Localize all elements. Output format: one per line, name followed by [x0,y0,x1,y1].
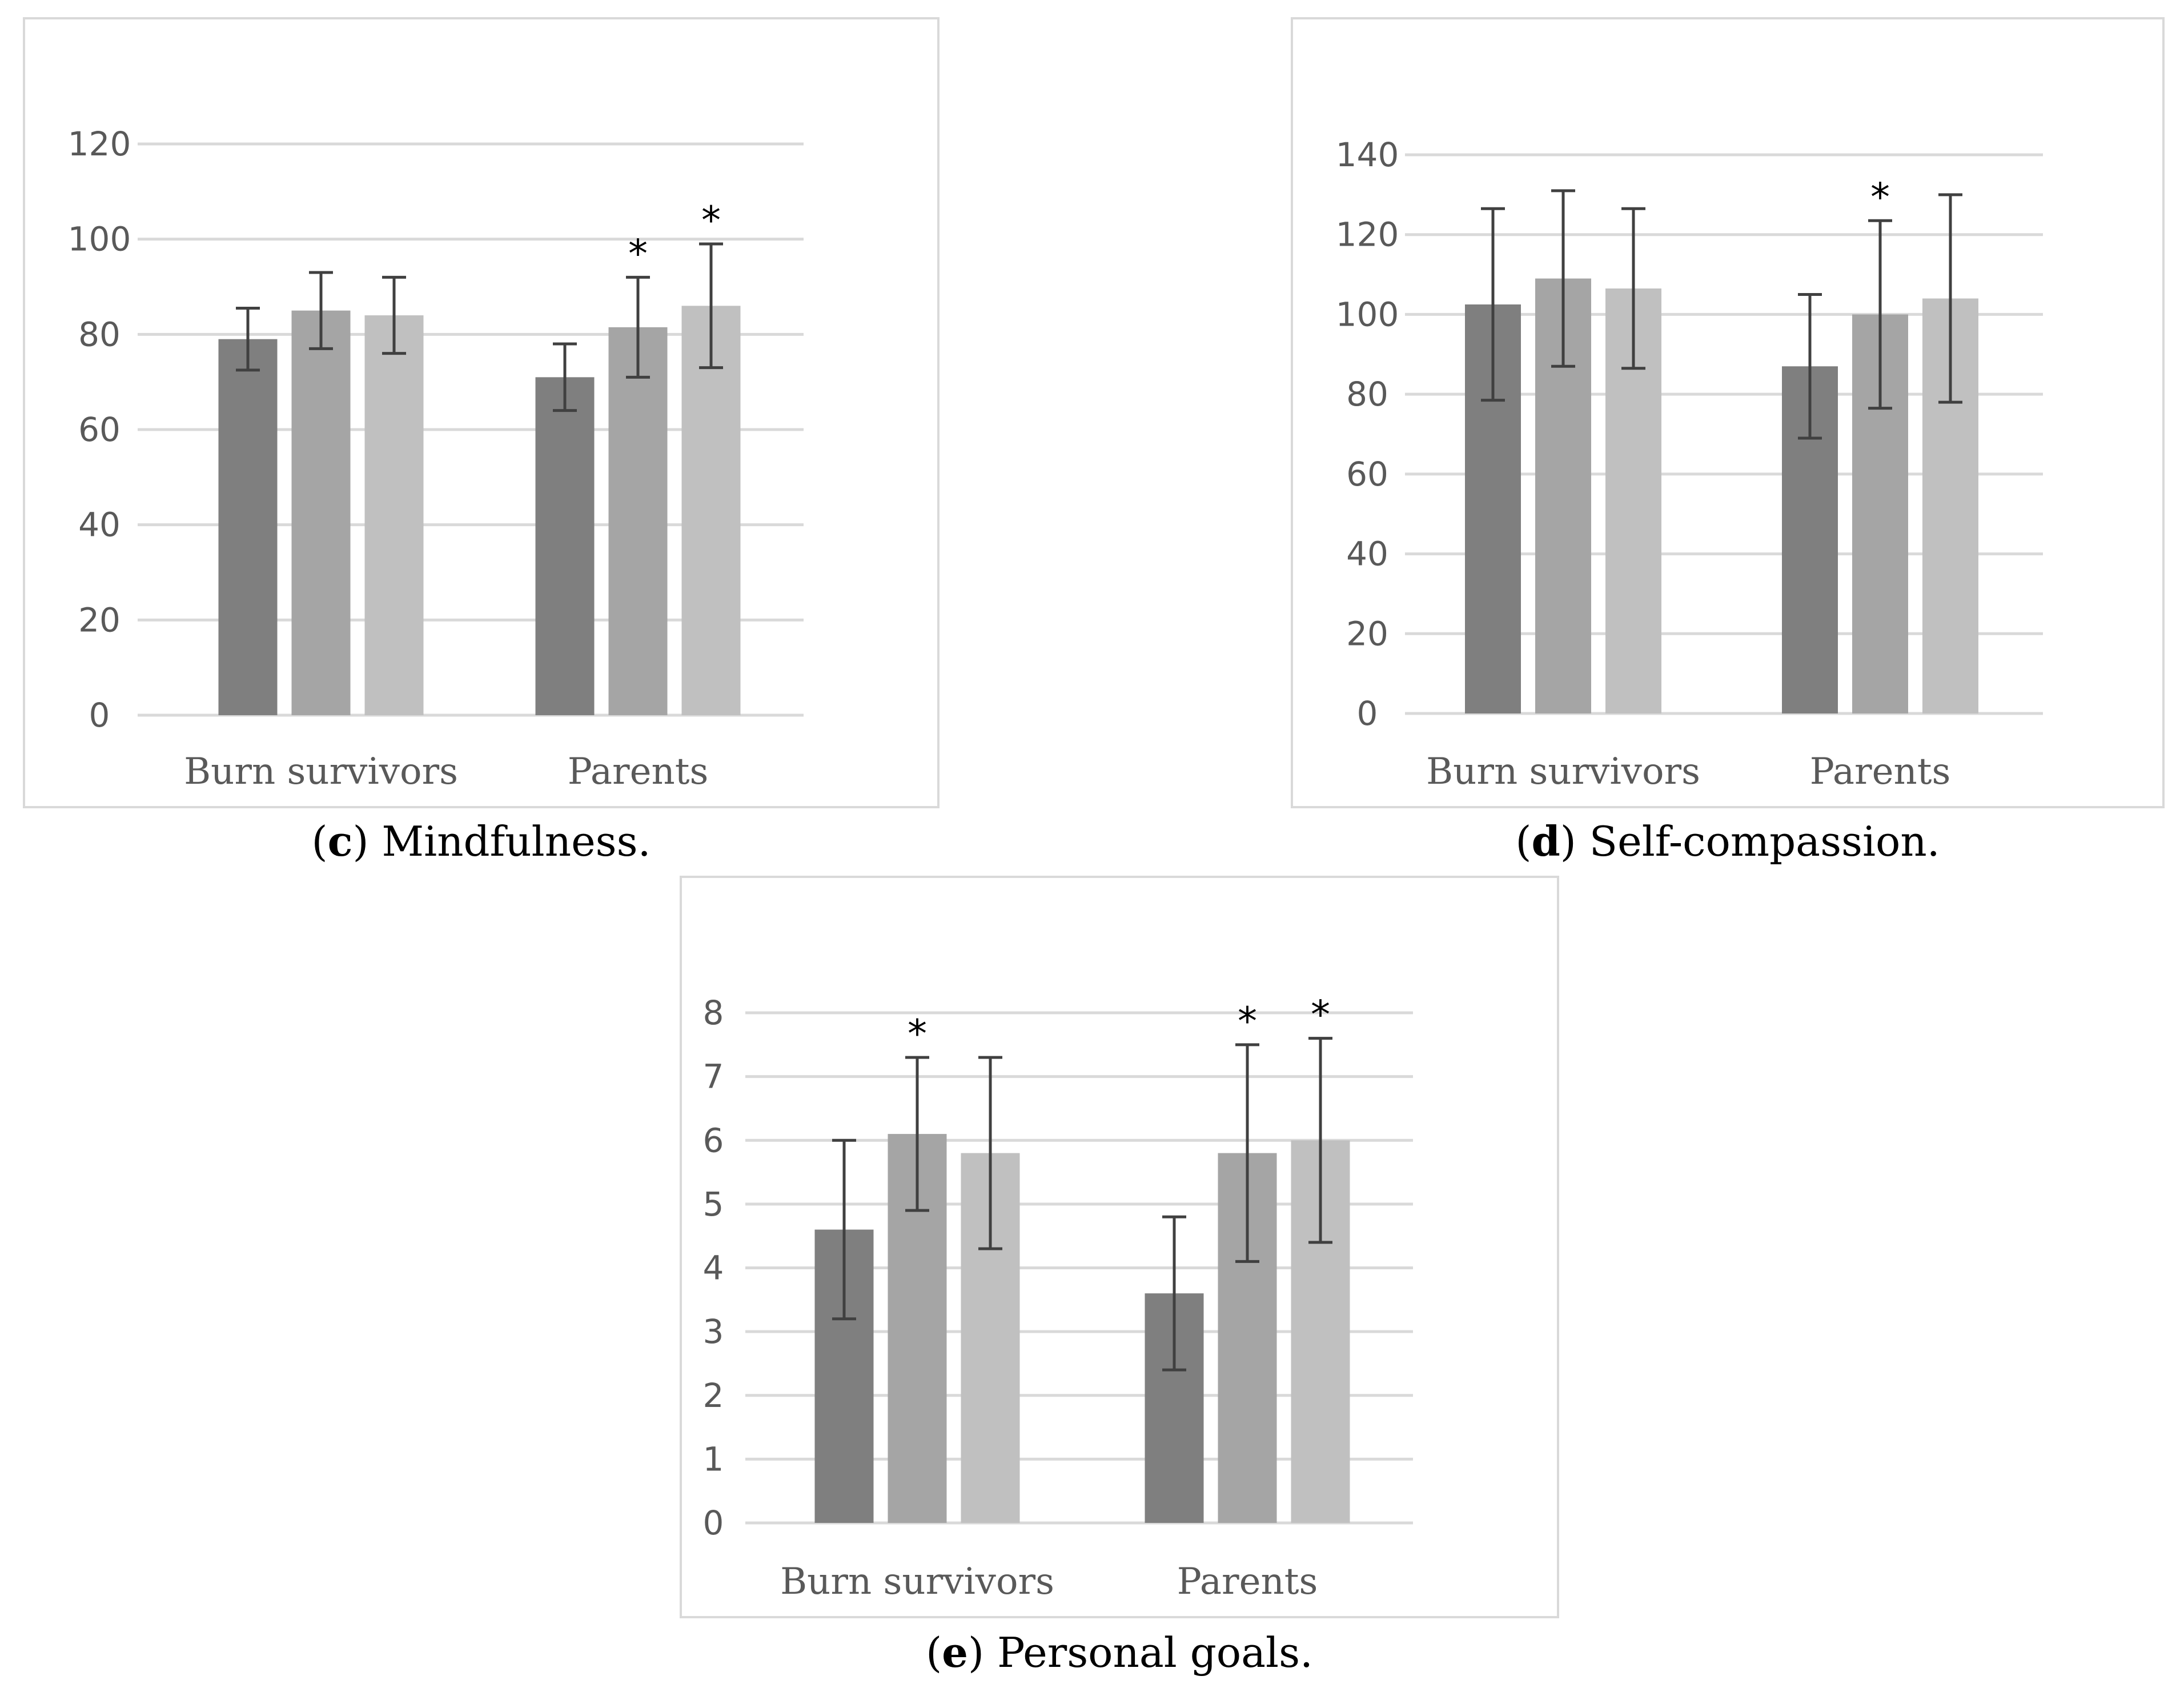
significance-star: * [701,198,721,243]
significance-star: * [908,1012,927,1057]
y-tick-label: 100 [68,220,131,259]
category-label: Burn survivors [184,751,458,793]
y-tick-label: 60 [1346,455,1388,494]
bar [608,327,668,715]
y-tick-label: 0 [1357,694,1378,733]
y-tick-label: 8 [703,993,724,1032]
bar [535,377,595,715]
y-tick-label: 4 [703,1249,724,1288]
y-tick-label: 40 [1346,535,1388,574]
y-tick-label: 1 [703,1440,724,1478]
category-label: Burn survivors [780,1561,1054,1603]
caption-text-d: Self-compassion. [1576,817,1940,865]
y-tick-label: 0 [89,696,110,735]
significance-star: * [1870,175,1890,220]
significance-star: * [1238,999,1257,1044]
bar [681,306,741,715]
category-label: Parents [1177,1561,1318,1603]
y-tick-label: 2 [703,1376,724,1415]
y-tick-label: 20 [1346,614,1388,653]
category-label: Parents [568,751,709,793]
y-tick-label: 40 [78,506,121,544]
y-tick-label: 7 [703,1057,724,1096]
chart-mindfulness: 0 20 40 60 80 100 120 Burn survivors * * Parents [68,125,804,793]
bar [364,315,424,715]
y-tick-label: 6 [703,1121,724,1160]
y-tick-label: 20 [78,600,121,639]
caption-text-e: Personal goals. [984,1629,1313,1677]
bar [218,339,278,715]
y-tick-label: 80 [78,315,121,354]
y-tick-label: 0 [703,1503,724,1542]
caption-letter-e: e [942,1628,968,1677]
chart-panel-self-compassion: 0 20 40 60 80 100 120 140 Burn survivors * Parents [1291,17,2165,808]
caption-letter-d: d [1531,817,1560,865]
y-tick-label: 60 [78,410,121,449]
y-tick-label: 120 [1336,215,1399,254]
significance-star: * [1311,993,1330,1038]
chart-self-compassion: 0 20 40 60 80 100 120 140 Burn survivors * Parents [1336,135,2043,793]
caption-personal-goals: (e) Personal goals. [926,1628,1313,1677]
caption-text-c: Mindfulness. [368,817,651,865]
y-tick-label: 140 [1336,135,1399,174]
significance-star: * [628,231,648,276]
y-tick-label: 80 [1346,375,1388,414]
caption-mindfulness: (c) Mindfulness. [311,817,651,865]
y-tick-label: 5 [703,1185,724,1224]
y-tick-label: 100 [1336,295,1399,334]
category-label: Parents [1810,751,1951,793]
y-tick-label: 120 [68,125,131,163]
caption-letter-c: c [327,817,353,865]
chart-panel-personal-goals: 0 1 2 3 4 5 6 7 8 * Burn survivors * * Parents [680,876,1559,1618]
caption-self-compassion: (d) Self-compassion. [1515,817,1940,865]
y-tick-label: 3 [703,1312,724,1351]
bar [291,310,351,715]
category-label: Burn survivors [1426,751,1700,793]
chart-panel-mindfulness: 0 20 40 60 80 100 120 Burn survivors * * Parents [23,17,940,808]
chart-personal-goals: 0 1 2 3 4 5 6 7 8 * Burn survivors * * Parents [703,993,1413,1603]
